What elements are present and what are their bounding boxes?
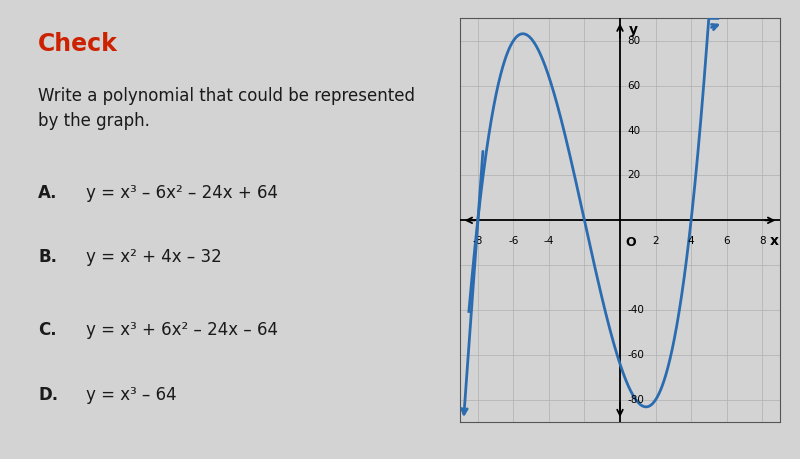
Text: 60: 60 — [627, 81, 640, 91]
Text: 80: 80 — [627, 36, 640, 46]
Text: -8: -8 — [473, 236, 483, 246]
Text: y = x³ – 64: y = x³ – 64 — [86, 386, 177, 403]
Text: 8: 8 — [759, 236, 766, 246]
Text: Check: Check — [38, 32, 118, 56]
Text: x: x — [770, 234, 779, 248]
Text: -80: -80 — [627, 395, 644, 405]
Text: y = x² + 4x – 32: y = x² + 4x – 32 — [86, 248, 222, 266]
Text: -60: -60 — [627, 350, 644, 360]
Text: B.: B. — [38, 248, 57, 266]
Text: D.: D. — [38, 386, 58, 403]
Text: 6: 6 — [723, 236, 730, 246]
Text: O: O — [626, 236, 636, 249]
Text: y = x³ + 6x² – 24x – 64: y = x³ + 6x² – 24x – 64 — [86, 321, 278, 339]
Text: A.: A. — [38, 184, 58, 202]
Text: -6: -6 — [508, 236, 518, 246]
Text: -40: -40 — [627, 305, 644, 315]
Text: 4: 4 — [688, 236, 694, 246]
Text: 40: 40 — [627, 126, 640, 135]
Text: 20: 20 — [627, 170, 640, 180]
Text: C.: C. — [38, 321, 57, 339]
Text: Write a polynomial that could be represented
by the graph.: Write a polynomial that could be represe… — [38, 87, 415, 130]
Text: 2: 2 — [652, 236, 659, 246]
Text: y = x³ – 6x² – 24x + 64: y = x³ – 6x² – 24x + 64 — [86, 184, 278, 202]
Text: y: y — [629, 23, 638, 37]
Text: -4: -4 — [544, 236, 554, 246]
